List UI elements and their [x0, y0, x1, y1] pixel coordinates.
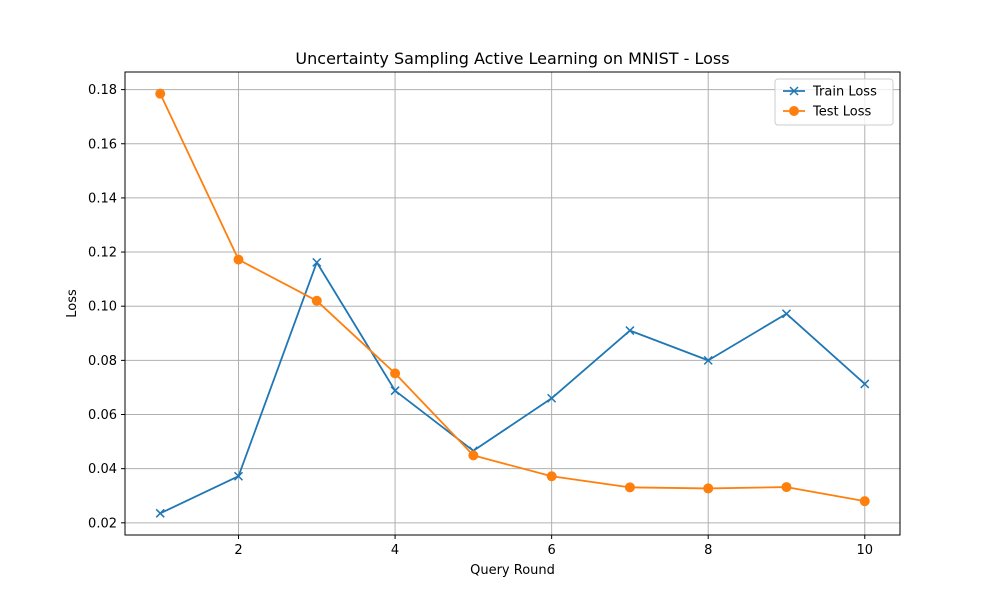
test-loss-point — [233, 254, 244, 265]
y-tick-label: 0.02 — [88, 516, 117, 531]
chart-title: Uncertainty Sampling Active Learning on … — [295, 49, 729, 68]
y-axis-label: Loss — [65, 289, 80, 318]
train-loss-point — [233, 471, 244, 481]
x-tick-label: 6 — [548, 543, 556, 558]
x-tick-label: 8 — [704, 543, 712, 558]
test-loss-point — [155, 88, 166, 99]
x-axis-ticks: 2 4 6 8 10 — [234, 535, 873, 558]
test-loss-point — [703, 483, 714, 494]
legend-label-train-loss: Train Loss — [812, 85, 877, 100]
y-tick-label: 0.08 — [88, 354, 117, 369]
test-loss-series — [155, 88, 870, 507]
x-tick-label: 2 — [234, 543, 242, 558]
train-loss-line — [159, 261, 866, 515]
y-axis-ticks: 0.02 0.04 0.06 0.08 0.10 0.12 0.14 0.16 0.18 — [88, 83, 125, 531]
train-loss-point — [155, 508, 165, 518]
legend-marker-test-loss — [789, 106, 799, 116]
y-tick-label: 0.14 — [88, 191, 117, 206]
y-tick-label: 0.16 — [88, 137, 117, 152]
y-tick-label: 0.12 — [88, 246, 117, 261]
test-loss-point — [781, 482, 792, 493]
legend-entry-train-loss: Train Loss — [783, 85, 877, 100]
train-loss-point — [625, 326, 635, 336]
plot-series — [155, 88, 870, 518]
y-tick-label: 0.18 — [88, 83, 117, 98]
legend-label-test-loss: Test Loss — [812, 105, 871, 120]
train-loss-point — [781, 309, 792, 319]
test-loss-point — [624, 482, 635, 493]
x-tick-label: 10 — [856, 543, 873, 558]
y-tick-label: 0.10 — [88, 300, 117, 315]
test-loss-line — [159, 93, 865, 503]
x-axis-label: Query Round — [470, 563, 555, 578]
train-loss-point — [312, 257, 322, 267]
test-loss-point — [546, 471, 557, 482]
legend-entry-test-loss: Test Loss — [783, 105, 871, 120]
y-tick-label: 0.04 — [88, 462, 117, 477]
test-loss-point — [468, 450, 479, 461]
train-loss-point — [390, 386, 400, 396]
train-loss-point — [860, 379, 870, 389]
legend-marker-train-loss — [789, 86, 799, 96]
legend: Train Loss Test Loss — [774, 78, 894, 126]
train-loss-series — [155, 257, 870, 518]
test-loss-point — [390, 368, 401, 379]
test-loss-point — [311, 295, 322, 306]
train-loss-point — [547, 393, 557, 403]
x-tick-label: 4 — [391, 543, 399, 558]
grid — [125, 72, 900, 535]
test-loss-point — [859, 496, 870, 507]
plot-frame — [124, 71, 901, 536]
y-tick-label: 0.06 — [88, 408, 117, 423]
train-loss-point — [703, 355, 713, 365]
